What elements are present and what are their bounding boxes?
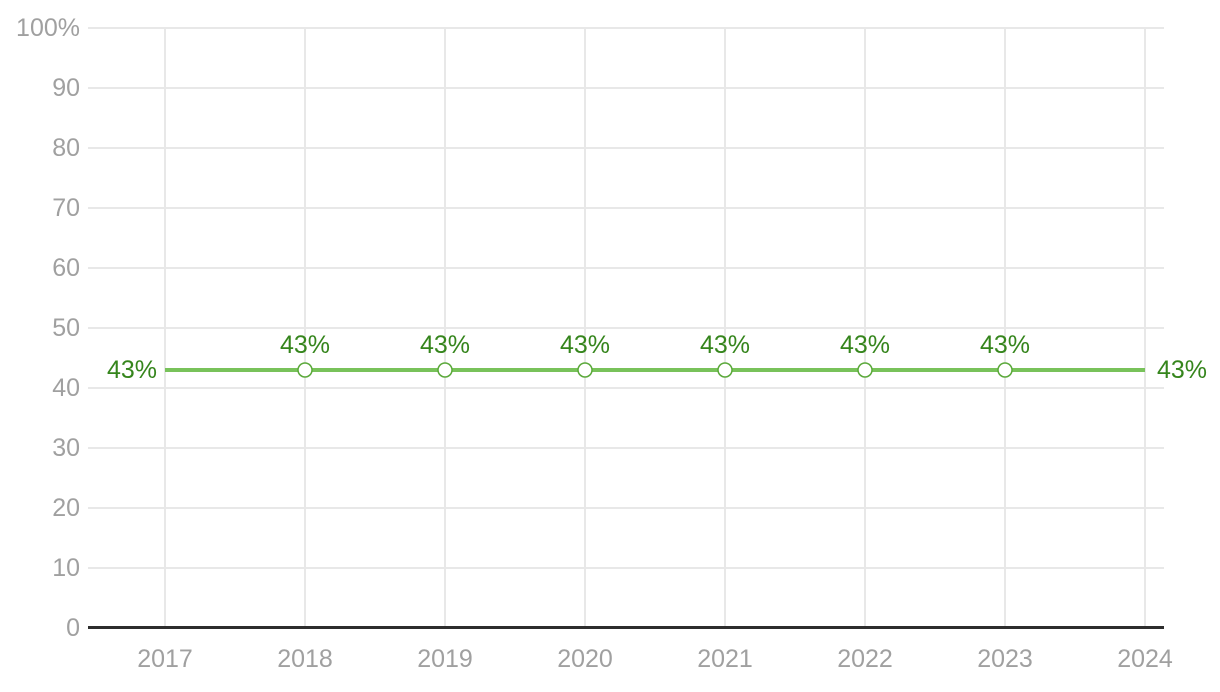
- data-point-value-label: 43%: [979, 331, 1031, 359]
- x-axis-tick-label: 2017: [137, 645, 193, 673]
- data-point-value-label: 43%: [419, 331, 471, 359]
- x-grid-line: [1144, 28, 1146, 628]
- y-axis-tick-label: 70: [52, 194, 80, 222]
- x-grid-line: [304, 28, 306, 628]
- x-grid-line: [444, 28, 446, 628]
- y-grid-line: [88, 507, 1164, 509]
- y-grid-line: [88, 327, 1164, 329]
- y-grid-line: [88, 147, 1164, 149]
- x-grid-line: [584, 28, 586, 628]
- x-axis-tick-label: 2019: [417, 645, 473, 673]
- data-point-value-label: 43%: [279, 331, 331, 359]
- y-axis-tick-label: 20: [52, 494, 80, 522]
- y-axis-tick-label: 50: [52, 314, 80, 342]
- y-axis-tick-label: 100%: [16, 14, 80, 42]
- data-point-value-label: 43%: [559, 331, 611, 359]
- edge-value-label-left: 43%: [106, 356, 157, 384]
- y-grid-line: [88, 267, 1164, 269]
- data-point-value-label: 43%: [839, 331, 891, 359]
- x-axis-tick-label: 2021: [697, 645, 753, 673]
- y-grid-line: [88, 207, 1164, 209]
- y-grid-line: [88, 27, 1164, 29]
- x-axis-tick-label: 2023: [977, 645, 1033, 673]
- x-grid-line: [1004, 28, 1006, 628]
- x-axis-line: [88, 626, 1164, 629]
- y-axis-tick-label: 80: [52, 134, 80, 162]
- x-grid-line: [864, 28, 866, 628]
- y-axis-tick-label: 60: [52, 254, 80, 282]
- y-axis-tick-label: 0: [66, 614, 80, 642]
- y-axis-tick-label: 30: [52, 434, 80, 462]
- edge-value-label-right: 43%: [1157, 356, 1208, 384]
- y-axis-tick-label: 90: [52, 74, 80, 102]
- x-axis-tick-label: 2024: [1117, 645, 1173, 673]
- x-grid-line: [164, 28, 166, 628]
- x-grid-line: [724, 28, 726, 628]
- x-axis-tick-label: 2020: [557, 645, 613, 673]
- y-axis-tick-label: 40: [52, 374, 80, 402]
- y-grid-line: [88, 567, 1164, 569]
- y-axis-tick-label: 10: [52, 554, 80, 582]
- y-grid-line: [88, 447, 1164, 449]
- x-axis-tick-label: 2018: [277, 645, 333, 673]
- x-axis-tick-label: 2022: [837, 645, 893, 673]
- y-grid-line: [88, 87, 1164, 89]
- y-grid-line: [88, 387, 1164, 389]
- data-point-value-label: 43%: [699, 331, 751, 359]
